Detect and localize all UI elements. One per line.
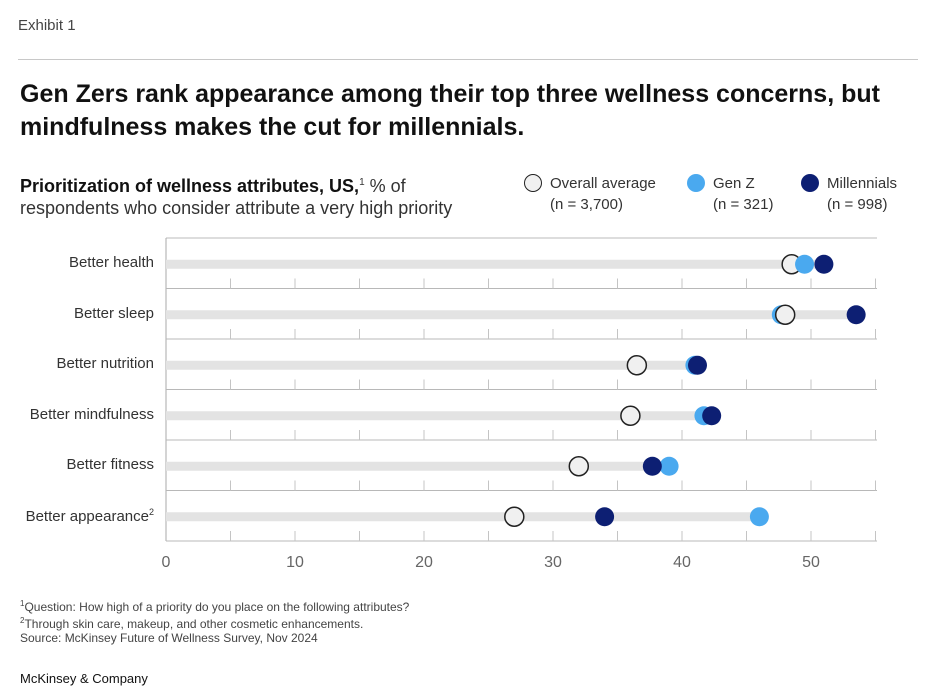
- legend-genz-name: Gen Z: [713, 175, 755, 192]
- top-divider: [18, 59, 918, 60]
- footnotes: 1Question: How high of a priority do you…: [20, 597, 409, 645]
- legend-genz-n: (n = 321): [713, 196, 774, 213]
- legend-millennials-n: (n = 998): [827, 196, 888, 213]
- x-tick-label: 20: [415, 554, 433, 571]
- subtitle-bold: Prioritization of wellness attributes, U…: [20, 176, 360, 196]
- legend-millennials-dot: [801, 174, 819, 192]
- subtitle-sup: 1: [359, 177, 365, 188]
- category-label: Better sleep: [73, 304, 154, 322]
- dot-gen-z: [659, 456, 679, 476]
- legend-overall-name: Overall average: [550, 175, 656, 192]
- legend-genz-dot: [687, 174, 705, 192]
- legend-overall-n: (n = 3,700): [550, 196, 623, 213]
- dot-overall-average: [504, 506, 525, 527]
- dot-millennials: [687, 355, 707, 375]
- dot-overall-average: [626, 355, 648, 376]
- footnote-source: Source: McKinsey Future of Wellness Surv…: [20, 631, 318, 645]
- legend-millennials-name: Millennials: [827, 175, 898, 192]
- x-tick-label: 40: [673, 554, 691, 571]
- dot-millennials: [814, 254, 834, 274]
- x-tick-label: 50: [802, 554, 820, 571]
- exhibit-label: Exhibit 1: [18, 17, 76, 34]
- legend-genz: Gen Z (n = 321): [687, 173, 774, 215]
- x-tick-label: 30: [544, 554, 562, 571]
- x-tick-label: 10: [286, 554, 304, 571]
- dot-overall-average: [620, 405, 641, 426]
- chart-subtitle: Prioritization of wellness attributes, U…: [20, 172, 500, 219]
- dot-millennials: [595, 507, 615, 527]
- category-label: Better mindfulness: [29, 405, 154, 423]
- dot-millennials: [702, 406, 722, 426]
- subtitle-rest: % of respondents who consider attribute …: [20, 176, 453, 218]
- dot-millennials: [846, 305, 866, 325]
- category-label: Better fitness: [66, 456, 154, 474]
- dot-gen-z: [749, 507, 769, 527]
- dot-millennials: [642, 456, 662, 476]
- dot-plot-chart: 0 10 20 30 40 50: [162, 237, 877, 571]
- category-label: Better appearance2: [25, 506, 154, 525]
- legend-overall-dot: [524, 174, 542, 192]
- headline: Gen Zers rank appearance among their top…: [20, 80, 880, 141]
- footnote-2: 2Through skin care, makeup, and other co…: [20, 616, 364, 631]
- legend-millennials: Millennials (n = 998): [801, 173, 898, 215]
- brand-logo-text: McKinsey & Company: [20, 671, 148, 686]
- category-label: Better health: [68, 254, 154, 272]
- dot-gen-z: [795, 254, 815, 274]
- legend-overall: Overall average (n = 3,700): [524, 173, 656, 215]
- footnote-1: 1Question: How high of a priority do you…: [20, 599, 410, 614]
- category-label: Better nutrition: [56, 355, 154, 373]
- dot-overall-average: [774, 304, 796, 325]
- dot-overall-average: [568, 456, 590, 477]
- x-tick-label: 0: [162, 554, 171, 571]
